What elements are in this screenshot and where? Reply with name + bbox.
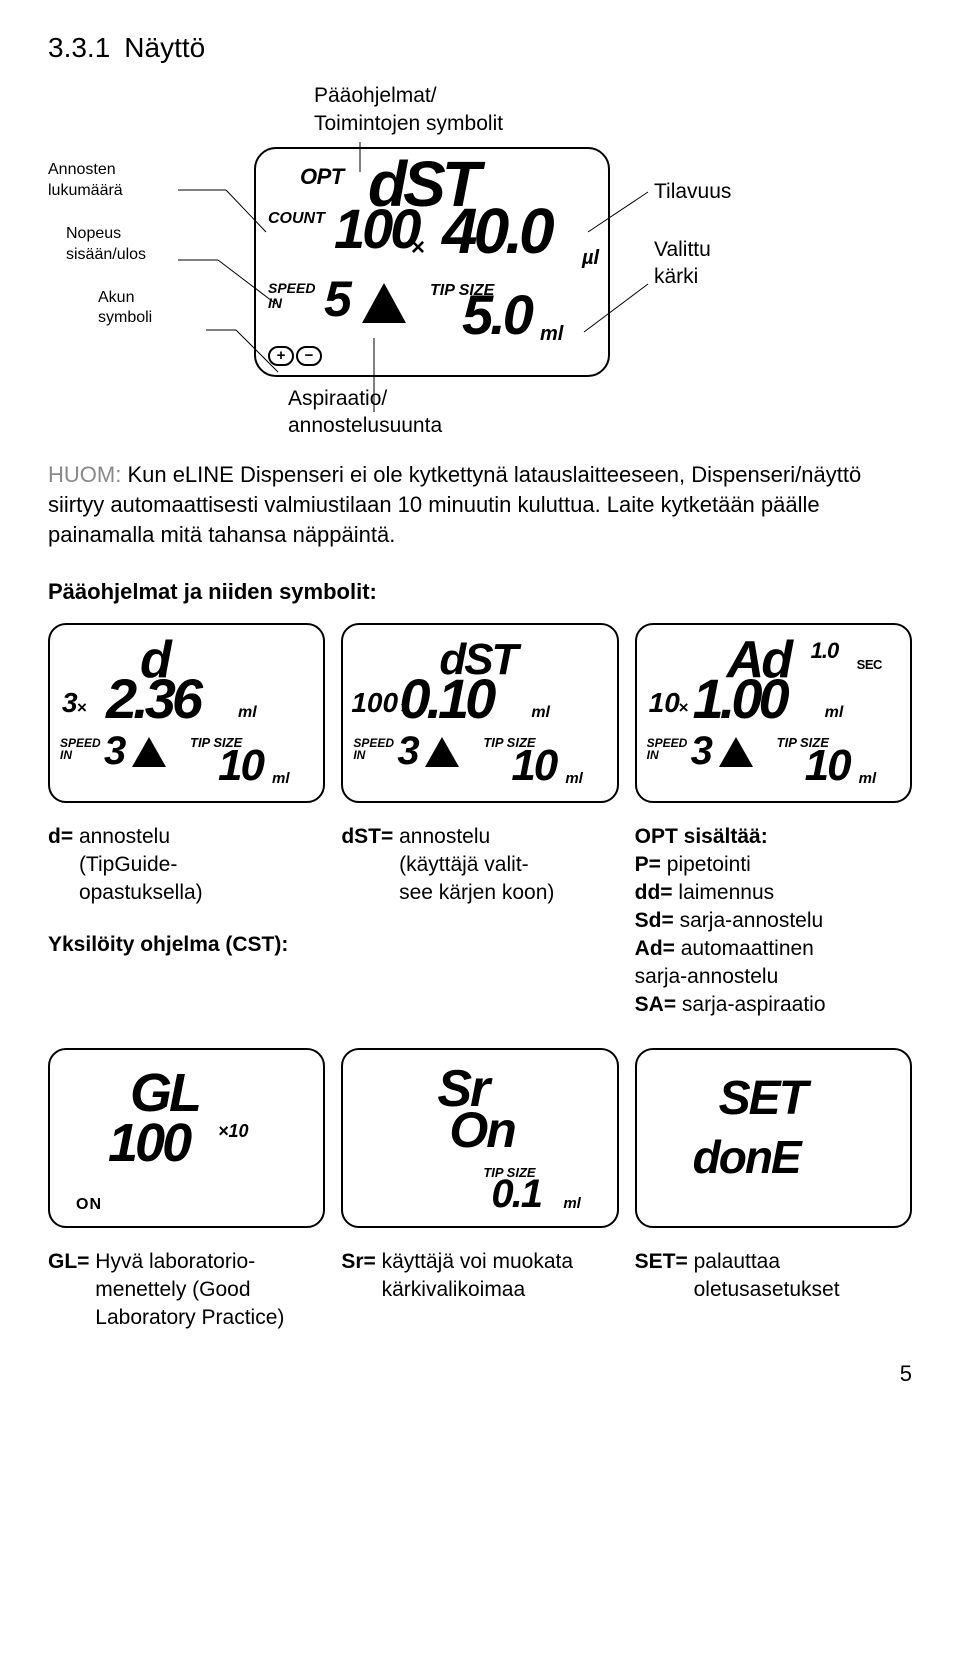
lcd-gl: GL 100 ×10 ON <box>48 1048 325 1228</box>
lcd-speed: 3 <box>397 725 419 777</box>
label-annosten: Annosten lukumäärä <box>48 160 238 202</box>
lcd-value-unit: ml <box>238 703 257 724</box>
lcd-speed: 3 <box>691 725 713 777</box>
lcd-tip-unit: ml <box>272 769 290 789</box>
desc-gl: GL= Hyvä laboratorio­menettely (Good Lab… <box>48 1248 325 1332</box>
desc-d: d= annostelu (TipGuide- opastuksella) Yk… <box>48 823 325 1020</box>
label-tilavuus: Tilavuus <box>654 178 804 205</box>
lcd-sr-tip: 0.1 <box>491 1168 541 1220</box>
desc-sr-text: käyttäjä voi muokata kärki­valikoimaa <box>382 1248 592 1304</box>
lcd-tip-unit: ml <box>859 769 877 789</box>
desc-gl-key: GL= <box>48 1250 89 1273</box>
label-valittu: Valittu kärki <box>654 236 804 291</box>
main-lcd: OPT dST COUNT 100 × 40.0 µl SPEED IN 5 T… <box>254 147 610 377</box>
lcd-small-1: dST100×0.10mlSPEEDIN3TIP SIZE10ml <box>341 623 618 803</box>
lcd-set-mode: SET <box>719 1068 806 1130</box>
lcd-volume-unit: µl <box>582 245 599 271</box>
desc-sr-key: Sr= <box>341 1250 375 1273</box>
lcd-row-2: GL 100 ×10 ON Sr On TIP SIZE 0.1 ml SET … <box>48 1048 912 1228</box>
lcd-tip-unit: ml <box>540 321 563 347</box>
lcd-speed-label: SPEEDIN <box>353 737 394 762</box>
lcd-small-2: Ad1.0SEC10×1.00mlSPEEDIN3TIP SIZE10ml <box>635 623 912 803</box>
section-number: 3.3.1 <box>48 30 110 66</box>
lcd-small-0: d3×2.36mlSPEEDIN3TIP SIZE10ml <box>48 623 325 803</box>
note-block: HUOM: Kun eLINE Dispenseri ei ole kytket… <box>48 460 912 550</box>
lcd-count-x: × <box>679 697 689 719</box>
page-number: 5 <box>48 1360 912 1389</box>
lcd-row-1: d3×2.36mlSPEEDIN3TIP SIZE10mldST100×0.10… <box>48 623 912 803</box>
arrow-up-icon <box>719 737 753 767</box>
plus-icon: + <box>268 346 294 366</box>
label-paaohjelmat: Pääohjelmat/ Toimintojen symbolit <box>254 82 614 137</box>
lcd-gl-on: ON <box>76 1195 102 1216</box>
desc-dst: dST= annostelu (käyttäjä valit- see kärj… <box>341 823 618 1020</box>
lcd-speed-label: SPEED IN <box>268 281 315 310</box>
desc-set-key: SET= <box>635 1250 688 1273</box>
desc-d-text: annostelu (TipGuide- opastuksella) <box>79 823 203 907</box>
desc-set: SET= palauttaa oletusasetukset <box>635 1248 912 1332</box>
desc-row-1: d= annostelu (TipGuide- opastuksella) Yk… <box>48 823 912 1020</box>
lcd-gl-exp: ×10 <box>218 1120 249 1143</box>
lcd-count-x: × <box>411 232 425 263</box>
lcd-count: 3 <box>62 685 78 721</box>
lcd-value-unit: ml <box>531 703 550 724</box>
arrow-up-icon <box>362 283 406 323</box>
desc-row-2: GL= Hyvä laboratorio­menettely (Good Lab… <box>48 1248 912 1332</box>
lcd-sec-unit: SEC <box>857 657 882 674</box>
desc-gl-text: Hyvä laboratorio­menettely (Good Laborat… <box>95 1248 315 1332</box>
lcd-set-done: donE <box>693 1128 800 1188</box>
lcd-tip: 5.0 <box>462 279 531 352</box>
note-label: HUOM: <box>48 462 121 487</box>
label-nopeus: Nopeus sisään/ulos <box>48 224 238 266</box>
lcd-sr-tip-unit: ml <box>563 1194 581 1214</box>
lcd-count-x: × <box>77 697 87 719</box>
section-title: Näyttö <box>124 30 205 66</box>
desc-sr: Sr= käyttäjä voi muokata kärki­valikoima… <box>341 1248 618 1332</box>
lcd-tip: 10 <box>805 737 850 794</box>
lcd-tip-unit: ml <box>565 769 583 789</box>
lcd-count: 100 <box>351 685 398 721</box>
lcd-gl-num: 100 <box>108 1108 189 1178</box>
right-callouts: Tilavuus Valittu kärki <box>654 128 804 320</box>
label-aspiraatio: Aspiraatio/ annostelusuunta <box>254 385 614 440</box>
lcd-tip: 10 <box>511 737 556 794</box>
desc-set-text: palauttaa oletusasetukset <box>694 1248 894 1304</box>
lcd-count: 10 <box>649 685 680 721</box>
display-diagram: Annosten lukumäärä Nopeus sisään/ulos Ak… <box>48 82 912 422</box>
desc-opt: OPT sisältää:P= pipetointidd= laimennusS… <box>635 823 912 1020</box>
left-callouts: Annosten lukumäärä Nopeus sisään/ulos Ak… <box>48 160 238 351</box>
center-diagram: Pääohjelmat/ Toimintojen symbolit OPT dS… <box>254 82 614 439</box>
lcd-value-unit: ml <box>825 703 844 724</box>
lcd-count-label: COUNT <box>268 209 325 230</box>
lcd-opt: OPT <box>300 163 344 192</box>
arrow-up-icon <box>132 737 166 767</box>
lcd-speed: 5 <box>324 267 352 332</box>
lcd-speed-label: SPEEDIN <box>60 737 101 762</box>
lcd-sr: Sr On TIP SIZE 0.1 ml <box>341 1048 618 1228</box>
lcd-volume: 40.0 <box>442 190 551 273</box>
opt-head: OPT sisältää: <box>635 825 768 848</box>
lcd-sec: 1.0 <box>811 637 839 666</box>
lcd-speed-label: SPEEDIN <box>647 737 688 762</box>
desc-d-key: d= <box>48 825 73 848</box>
lcd-sr-on: On <box>449 1098 514 1163</box>
label-akun: Akun symboli <box>48 288 238 330</box>
desc-dst-text: annostelu (käyttäjä valit- see kärjen ko… <box>399 823 554 907</box>
section-heading: 3.3.1 Näyttö <box>48 30 912 66</box>
subhead-programs: Pääohjelmat ja niiden symbolit: <box>48 578 912 607</box>
lcd-set: SET donE <box>635 1048 912 1228</box>
cst-head: Yksilöity ohjelma (CST): <box>48 933 288 956</box>
lcd-speed: 3 <box>104 725 126 777</box>
arrow-up-icon <box>425 737 459 767</box>
battery-icon: +− <box>268 346 324 367</box>
note-text: Kun eLINE Dispenseri ei ole kytkettynä l… <box>48 462 861 547</box>
lcd-count: 100 <box>334 193 418 266</box>
lcd-tip: 10 <box>218 737 263 794</box>
minus-icon: − <box>296 346 322 366</box>
desc-dst-key: dST= <box>341 825 393 848</box>
